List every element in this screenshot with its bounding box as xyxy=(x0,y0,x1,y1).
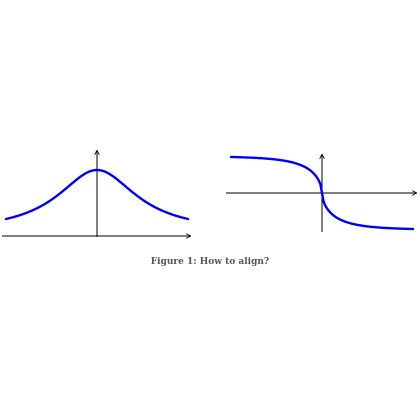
plot-right xyxy=(226,155,416,232)
plot-left xyxy=(2,151,190,237)
figure-caption: Figure 1: How to align? xyxy=(0,257,420,267)
figure-caption-label: Figure 1: xyxy=(151,257,197,267)
figure-caption-text: How to align? xyxy=(200,257,269,267)
